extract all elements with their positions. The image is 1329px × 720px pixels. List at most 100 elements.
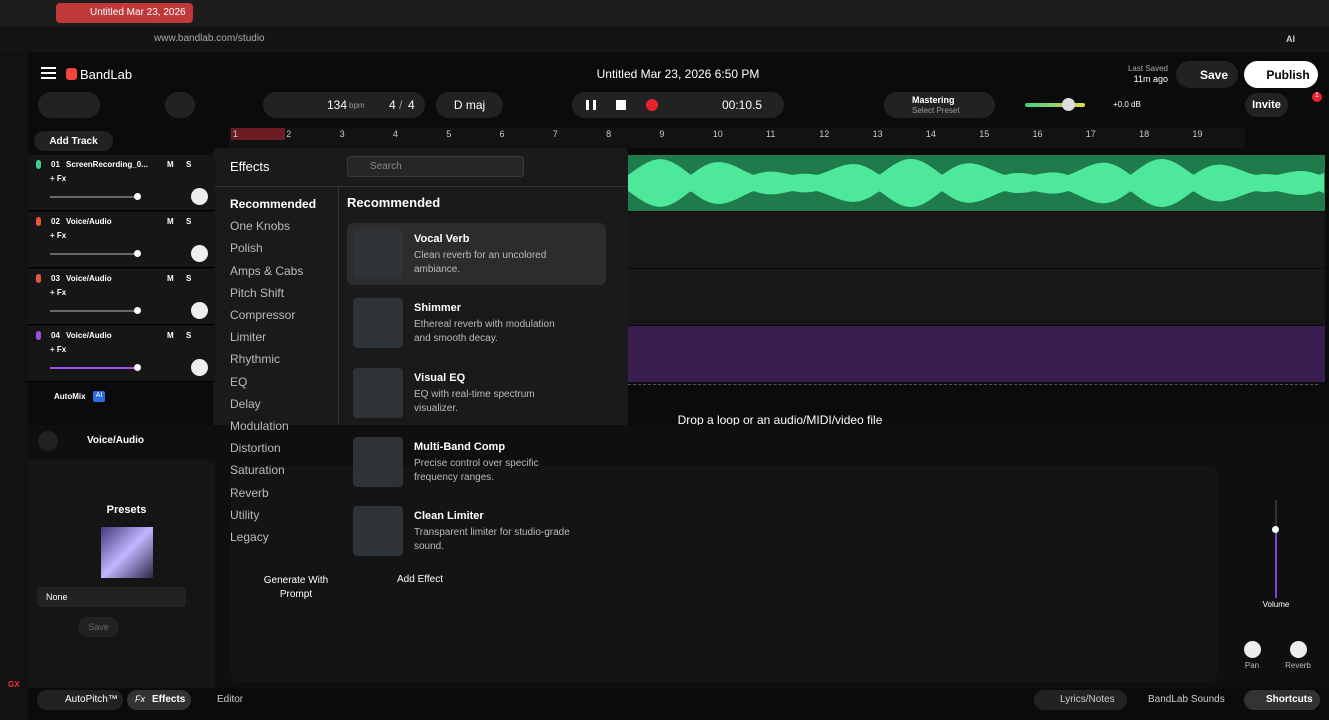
effect-category[interactable]: Polish bbox=[230, 241, 263, 256]
effect-category[interactable]: Modulation bbox=[230, 419, 289, 433]
effect-card[interactable]: Clean Limiter Transparent limiter for stu… bbox=[347, 500, 606, 562]
track-volume[interactable] bbox=[50, 367, 140, 369]
effect-card[interactable]: Visual EQ EQ with real-time spectrum visu… bbox=[347, 362, 606, 424]
transport: 00:10.5 bbox=[572, 92, 784, 118]
effect-card[interactable]: Vocal Verb Clean reverb for an uncolored … bbox=[347, 223, 606, 285]
song-title[interactable]: Untitled Mar 23, 2026 6:50 PM bbox=[596, 67, 760, 81]
effect-category[interactable]: Saturation bbox=[230, 463, 285, 478]
address-bar bbox=[0, 26, 1329, 52]
url[interactable]: www.bandlab.com/studio bbox=[154, 33, 265, 44]
solo-button[interactable]: S bbox=[186, 274, 192, 283]
effect-category[interactable]: Reverb bbox=[230, 485, 269, 500]
solo-button[interactable]: S bbox=[186, 160, 192, 169]
gx-label[interactable]: GX bbox=[8, 680, 20, 689]
effect-category[interactable]: Amps & Cabs bbox=[230, 263, 304, 278]
effect-category[interactable]: Utility bbox=[230, 507, 260, 522]
volume-thumb[interactable] bbox=[1062, 98, 1075, 111]
menu-icon[interactable] bbox=[41, 67, 56, 79]
pan-knob[interactable] bbox=[191, 359, 208, 376]
mastering[interactable]: Mastering Select Preset bbox=[884, 92, 995, 118]
pan-knob[interactable] bbox=[191, 188, 208, 205]
editor-tab[interactable]: Editor bbox=[217, 694, 244, 705]
track-number: 04 bbox=[51, 331, 60, 340]
record[interactable] bbox=[646, 99, 658, 111]
effect-category[interactable]: Legacy bbox=[230, 530, 269, 544]
track-volume[interactable] bbox=[50, 253, 140, 255]
effect-category[interactable]: EQ bbox=[230, 374, 248, 389]
bar-number: 1 bbox=[233, 129, 239, 139]
automix[interactable]: AutoMix bbox=[54, 392, 86, 401]
drop-zone[interactable] bbox=[628, 384, 1318, 424]
reverb-knob[interactable] bbox=[1290, 641, 1307, 658]
browser-sidebar: GX bbox=[0, 52, 28, 720]
effect-category[interactable]: Compressor bbox=[230, 308, 296, 322]
waveform bbox=[628, 159, 1324, 207]
tempo-pill[interactable]: 134 bpm 4 / 4 bbox=[263, 92, 425, 118]
mixer-button[interactable] bbox=[165, 92, 195, 118]
master-volume[interactable] bbox=[1025, 103, 1085, 107]
mute-button[interactable]: M bbox=[167, 331, 174, 340]
tempo: 134 bbox=[327, 98, 348, 112]
track-volume[interactable] bbox=[50, 310, 140, 312]
volume-thumb[interactable] bbox=[1272, 526, 1279, 533]
track-icon bbox=[36, 217, 41, 226]
effect-description: EQ with real-time spectrum visualizer. bbox=[414, 388, 535, 414]
effects-tab[interactable]: Fx Effects bbox=[127, 690, 191, 710]
bar-number: 13 bbox=[872, 129, 883, 139]
generate-button[interactable]: Generate With Prompt bbox=[263, 575, 329, 600]
pause[interactable] bbox=[586, 100, 596, 110]
shortcuts-tab[interactable]: Shortcuts bbox=[1244, 690, 1320, 710]
effect-category[interactable]: Distortion bbox=[230, 441, 281, 456]
volume-label: Volume bbox=[1262, 600, 1290, 609]
mute-button[interactable]: M bbox=[167, 217, 174, 226]
preset-save[interactable]: Save bbox=[78, 617, 119, 637]
volume-thumb[interactable] bbox=[134, 307, 141, 314]
sounds-tab[interactable]: BandLab Sounds bbox=[1148, 694, 1225, 705]
add-track[interactable]: Add Track bbox=[34, 131, 113, 151]
track-row[interactable]: 04 Voice/Audio + Fx M S bbox=[28, 326, 215, 382]
publish-button[interactable]: Publish bbox=[1244, 61, 1318, 88]
track-fx[interactable]: + Fx bbox=[50, 231, 67, 240]
volume-thumb[interactable] bbox=[134, 193, 141, 200]
effect-category[interactable]: Recommended bbox=[230, 197, 317, 211]
pan-knob[interactable] bbox=[1244, 641, 1261, 658]
effect-card[interactable]: Shimmer Ethereal reverb with modulation a… bbox=[347, 292, 606, 354]
effect-category[interactable]: Limiter bbox=[230, 330, 267, 345]
autopitch-tab[interactable]: AutoPitch™ bbox=[37, 690, 123, 710]
add-effect[interactable]: Add Effect bbox=[397, 574, 443, 585]
volume-thumb[interactable] bbox=[134, 250, 141, 257]
volume-thumb[interactable] bbox=[134, 364, 141, 371]
effect-category[interactable]: Pitch Shift bbox=[230, 285, 285, 300]
ai-button[interactable]: AI bbox=[1286, 34, 1295, 44]
close-button[interactable] bbox=[38, 431, 58, 451]
track-fx[interactable]: + Fx bbox=[50, 174, 67, 183]
preset-select[interactable]: None bbox=[37, 587, 186, 607]
tab[interactable]: Untitled Mar 23, 2026 bbox=[56, 3, 193, 23]
track-row[interactable]: 02 Voice/Audio + Fx M S bbox=[28, 212, 215, 268]
stop[interactable] bbox=[616, 100, 626, 110]
lyrics-tab[interactable]: Lyrics/Notes bbox=[1034, 690, 1127, 710]
track-fx[interactable]: + Fx bbox=[50, 288, 67, 297]
time-sig-num: 4 bbox=[389, 98, 396, 112]
pan-knob[interactable] bbox=[191, 302, 208, 319]
search-input[interactable]: Search bbox=[347, 156, 524, 177]
effect-category[interactable]: One Knobs bbox=[230, 219, 291, 234]
effect-category[interactable]: Rhythmic bbox=[230, 352, 281, 367]
track-fx[interactable]: + Fx bbox=[50, 345, 67, 354]
save-button[interactable]: Save bbox=[1176, 61, 1238, 88]
track-row[interactable]: 01 ScreenRecording_0... + Fx M S bbox=[28, 155, 215, 211]
solo-button[interactable]: S bbox=[186, 331, 192, 340]
bar-number: 10 bbox=[712, 129, 723, 139]
effect-category[interactable]: Delay bbox=[230, 396, 261, 411]
volume-slider[interactable] bbox=[1275, 500, 1277, 598]
key[interactable]: D maj bbox=[436, 92, 503, 118]
track-row[interactable]: 03 Voice/Audio + Fx M S bbox=[28, 269, 215, 325]
solo-button[interactable]: S bbox=[186, 217, 192, 226]
pan-knob[interactable] bbox=[191, 245, 208, 262]
mute-button[interactable]: M bbox=[167, 274, 174, 283]
undo-redo[interactable] bbox=[38, 92, 100, 118]
effect-card[interactable]: Multi-Band Comp Precise control over spec… bbox=[347, 431, 606, 493]
track-volume[interactable] bbox=[50, 196, 140, 198]
invite-button[interactable]: Invite bbox=[1245, 93, 1288, 117]
mute-button[interactable]: M bbox=[167, 160, 174, 169]
